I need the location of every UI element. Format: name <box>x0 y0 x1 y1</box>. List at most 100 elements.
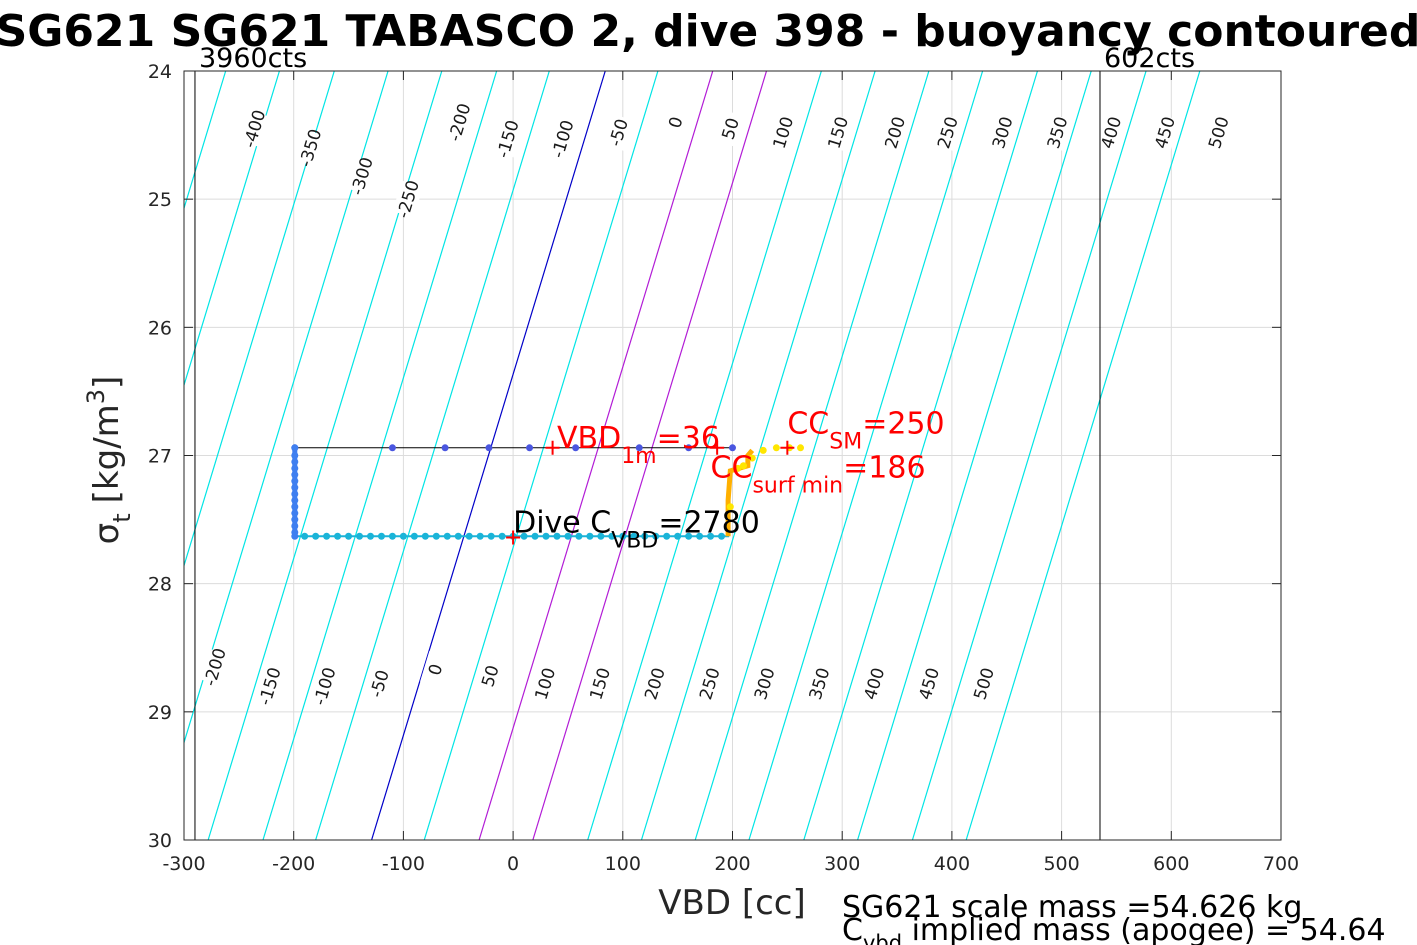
trace-point <box>388 444 396 452</box>
y-tick-label: 29 <box>148 702 172 724</box>
footer-implied-mass: Cvbd implied mass (apogee) = 54.64 <box>842 913 1386 945</box>
trace-point <box>759 446 767 454</box>
x-tick-label: -100 <box>382 853 425 875</box>
contour-label-bottom-bg <box>474 657 506 695</box>
chart-title: SG621 SG621 TABASCO 2, dive 398 - buoyan… <box>0 6 1417 57</box>
axes: -300 -200 -100 0 100 200 300 400 500 600 700 24 25 26… <box>148 61 1299 875</box>
contour-label-top-bg <box>346 157 377 195</box>
trace-point <box>531 532 539 540</box>
trace-point <box>399 532 407 540</box>
trace-point <box>487 532 495 540</box>
x-tick-label: 400 <box>934 853 970 875</box>
trace-point <box>291 516 299 524</box>
marker-dive_c_vbd <box>506 530 521 545</box>
trace-point <box>734 464 742 472</box>
trace-point <box>485 444 493 452</box>
annotation-sub: surf min <box>752 473 843 498</box>
trace-point <box>685 444 693 452</box>
contour-label-top-bg <box>1203 114 1234 152</box>
contour-label-top-bg <box>767 114 799 152</box>
contour-label-bottom-bg <box>913 665 945 703</box>
x-tick-label: -300 <box>162 853 205 875</box>
trace-point <box>345 532 353 540</box>
footer-rest: implied mass (apogee) = 54.64 <box>902 913 1386 945</box>
contour-label-top-bg <box>1149 114 1180 152</box>
y-label-sup: 3 <box>82 389 110 404</box>
annotation-main: CC <box>787 407 829 442</box>
contour-label-bottom-bg <box>803 665 835 703</box>
x-tick-label: 600 <box>1153 853 1189 875</box>
trace-point <box>291 484 299 492</box>
contour-label-top-bg <box>392 180 423 218</box>
trace-point <box>476 532 484 540</box>
footer-c: C <box>842 913 863 945</box>
contour-line <box>748 71 984 840</box>
annotation-value: =186 <box>843 450 925 485</box>
x-tick-label: 500 <box>1043 853 1079 875</box>
trace-point <box>542 532 550 540</box>
trace-point <box>553 532 561 540</box>
trace-point <box>291 503 299 511</box>
trace-point <box>685 532 693 540</box>
contour-line <box>911 71 1147 840</box>
y-label-sub: t <box>108 513 136 522</box>
vbd-limit-label: 602cts <box>1104 43 1195 74</box>
trace-point <box>410 532 418 540</box>
y-tick-label: 26 <box>148 317 172 339</box>
trace-point <box>291 490 299 498</box>
trace-point <box>301 532 309 540</box>
trace-point <box>432 532 440 540</box>
trace-point <box>377 532 385 540</box>
x-axis-label: VBD [cc] <box>658 883 806 923</box>
y-tick-label: 30 <box>148 830 172 852</box>
trace-point <box>291 464 299 472</box>
contour-label-bottom-bg <box>529 665 561 703</box>
contour-label-top-bg <box>822 114 853 152</box>
trace-point <box>366 532 374 540</box>
x-tick-label: 0 <box>507 853 519 875</box>
trace-point <box>291 532 299 540</box>
contour-line <box>184 71 335 568</box>
trace-point <box>772 444 780 452</box>
vbd-limit-label: 3960cts <box>199 43 307 74</box>
contour-label-bottom-bg <box>254 667 285 705</box>
contour-line <box>640 71 876 840</box>
trace-point <box>586 532 594 540</box>
trace-point <box>421 532 429 540</box>
y-label-main: σ <box>87 523 127 545</box>
trace-point <box>641 532 649 540</box>
markers <box>506 440 795 545</box>
trace-point <box>652 532 660 540</box>
y-axis-label: σt [kg/m3] <box>82 376 136 545</box>
trace-point <box>674 532 682 540</box>
annotation-sub: VBD <box>611 528 658 553</box>
trace-point <box>718 532 726 540</box>
contour-label-bottom-bg <box>199 648 230 686</box>
contour-line <box>0 71 171 840</box>
y-tick-label: 27 <box>148 446 172 468</box>
contour-label-bottom-bg <box>420 651 451 689</box>
trace-point <box>526 444 534 452</box>
annotation-dive-c-vbd: Dive CVBD=2780 <box>513 505 760 553</box>
trace-point <box>291 471 299 479</box>
dive-trace <box>291 444 805 540</box>
contour-label-top-bg <box>294 129 326 167</box>
contour-line <box>262 71 498 840</box>
contour-label-top-bg <box>715 110 746 148</box>
trace-point <box>291 496 299 504</box>
trace-point <box>520 532 528 540</box>
annotation-vbd-1m: VBD1m=36 <box>557 421 720 469</box>
annotation-value: =36 <box>657 421 720 456</box>
trace-point <box>312 532 320 540</box>
trace-point <box>696 532 704 540</box>
trace-point <box>748 454 756 462</box>
contour-line <box>587 71 822 840</box>
trace-point <box>441 444 449 452</box>
x-tick-label: 300 <box>824 853 860 875</box>
contour-labels: -400 -350-300-250-200 -150 -100 -50 0 50 100 150… <box>199 101 1234 708</box>
contour-line <box>856 71 1092 840</box>
contour-label-top-bg <box>547 120 578 158</box>
trace-point <box>575 532 583 540</box>
contour-line <box>478 71 714 840</box>
y-label-close: ] <box>87 376 127 389</box>
